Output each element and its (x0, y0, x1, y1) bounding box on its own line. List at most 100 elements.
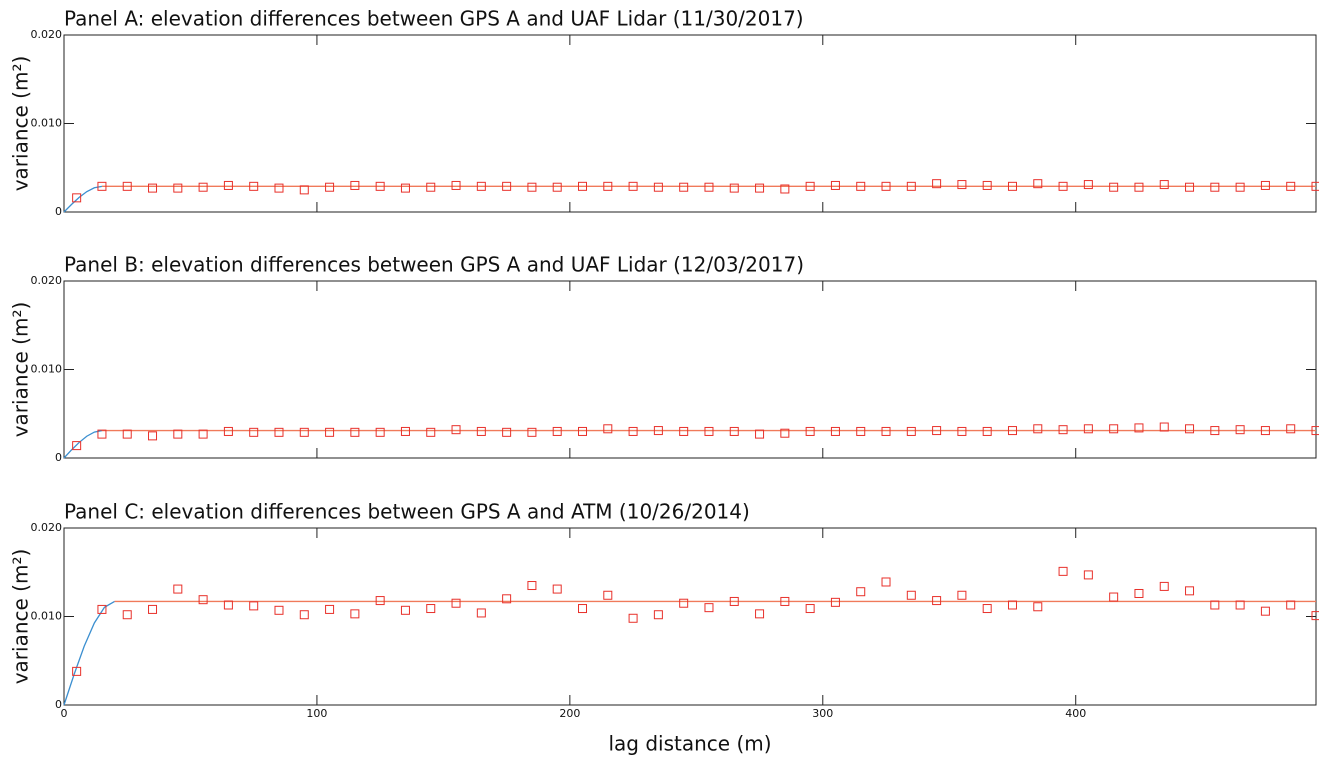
data-point (704, 426, 714, 436)
data-point (325, 182, 335, 192)
data-point (856, 587, 866, 597)
data-point (122, 610, 132, 620)
y-tick-label: 0 (55, 205, 62, 218)
plot-area (63, 280, 1317, 459)
data-point (653, 426, 663, 436)
data-point (1134, 182, 1144, 192)
data-point (476, 426, 486, 436)
data-point (653, 610, 663, 620)
data-point (72, 193, 82, 203)
data-point (527, 581, 537, 591)
data-point (1007, 426, 1017, 436)
data-point (274, 183, 284, 193)
data-point (426, 427, 436, 437)
data-point (350, 427, 360, 437)
data-point (1311, 426, 1319, 436)
data-point (400, 605, 410, 615)
plot-area (63, 527, 1317, 706)
model-line (63, 429, 103, 459)
data-point (122, 429, 132, 439)
data-point (1109, 592, 1119, 602)
data-point (527, 427, 537, 437)
x-tick-label: 200 (559, 707, 580, 720)
data-point (249, 181, 259, 191)
data-point (1134, 423, 1144, 433)
y-axis-label: variance (m²) (9, 302, 33, 438)
y-tick-label: 0.020 (31, 274, 63, 287)
data-point (1033, 424, 1043, 434)
data-point (603, 424, 613, 434)
data-point (97, 429, 107, 439)
data-point (1159, 180, 1169, 190)
data-point (451, 180, 461, 190)
data-point (476, 181, 486, 191)
data-point (299, 185, 309, 195)
data-point (274, 427, 284, 437)
y-tick-label: 0.010 (31, 117, 63, 130)
data-point (1109, 424, 1119, 434)
data-point (578, 604, 588, 614)
data-point (400, 183, 410, 193)
data-point (249, 427, 259, 437)
data-point (325, 604, 335, 614)
data-point (502, 594, 512, 604)
data-point (679, 182, 689, 192)
data-point (1058, 181, 1068, 191)
x-tick-label: 100 (306, 707, 327, 720)
data-point (1260, 606, 1270, 616)
panel-title: Panel B: elevation differences between G… (64, 253, 804, 277)
data-point (1210, 600, 1220, 610)
data-point (830, 180, 840, 190)
data-point (780, 596, 790, 606)
data-point (350, 609, 360, 619)
data-point (1286, 181, 1296, 191)
data-point (451, 425, 461, 435)
data-point (805, 426, 815, 436)
data-point (780, 428, 790, 438)
data-point (148, 431, 158, 441)
data-point (552, 426, 562, 436)
data-point (755, 183, 765, 193)
data-point (1033, 602, 1043, 612)
data-point (223, 600, 233, 610)
y-tick-label: 0 (55, 698, 62, 711)
data-point (97, 181, 107, 191)
data-point (122, 181, 132, 191)
data-point (932, 179, 942, 189)
data-point (1058, 566, 1068, 576)
data-point (249, 601, 259, 611)
data-point (375, 427, 385, 437)
data-point (1083, 570, 1093, 580)
data-point (1134, 588, 1144, 598)
data-point (957, 426, 967, 436)
panel-title: Panel A: elevation differences between G… (64, 7, 804, 31)
data-point (72, 441, 82, 451)
x-axis-label: lag distance (m) (608, 732, 771, 756)
data-point (704, 182, 714, 192)
data-point (148, 604, 158, 614)
data-point (502, 427, 512, 437)
data-point (679, 598, 689, 608)
data-point (173, 584, 183, 594)
data-point (502, 181, 512, 191)
data-point (729, 426, 739, 436)
data-point (173, 429, 183, 439)
data-point (932, 596, 942, 606)
x-tick-label: 0 (61, 707, 68, 720)
data-point (881, 181, 891, 191)
data-point (603, 590, 613, 600)
data-point (1185, 586, 1195, 596)
panel-title: Panel C: elevation differences between G… (64, 500, 750, 524)
data-point (1311, 611, 1319, 621)
data-point (426, 604, 436, 614)
data-point (704, 603, 714, 613)
data-point (1007, 600, 1017, 610)
data-point (755, 609, 765, 619)
data-point (274, 605, 284, 615)
data-point (578, 426, 588, 436)
data-point (1083, 424, 1093, 434)
data-point (1058, 425, 1068, 435)
data-point (957, 590, 967, 600)
data-point (906, 181, 916, 191)
